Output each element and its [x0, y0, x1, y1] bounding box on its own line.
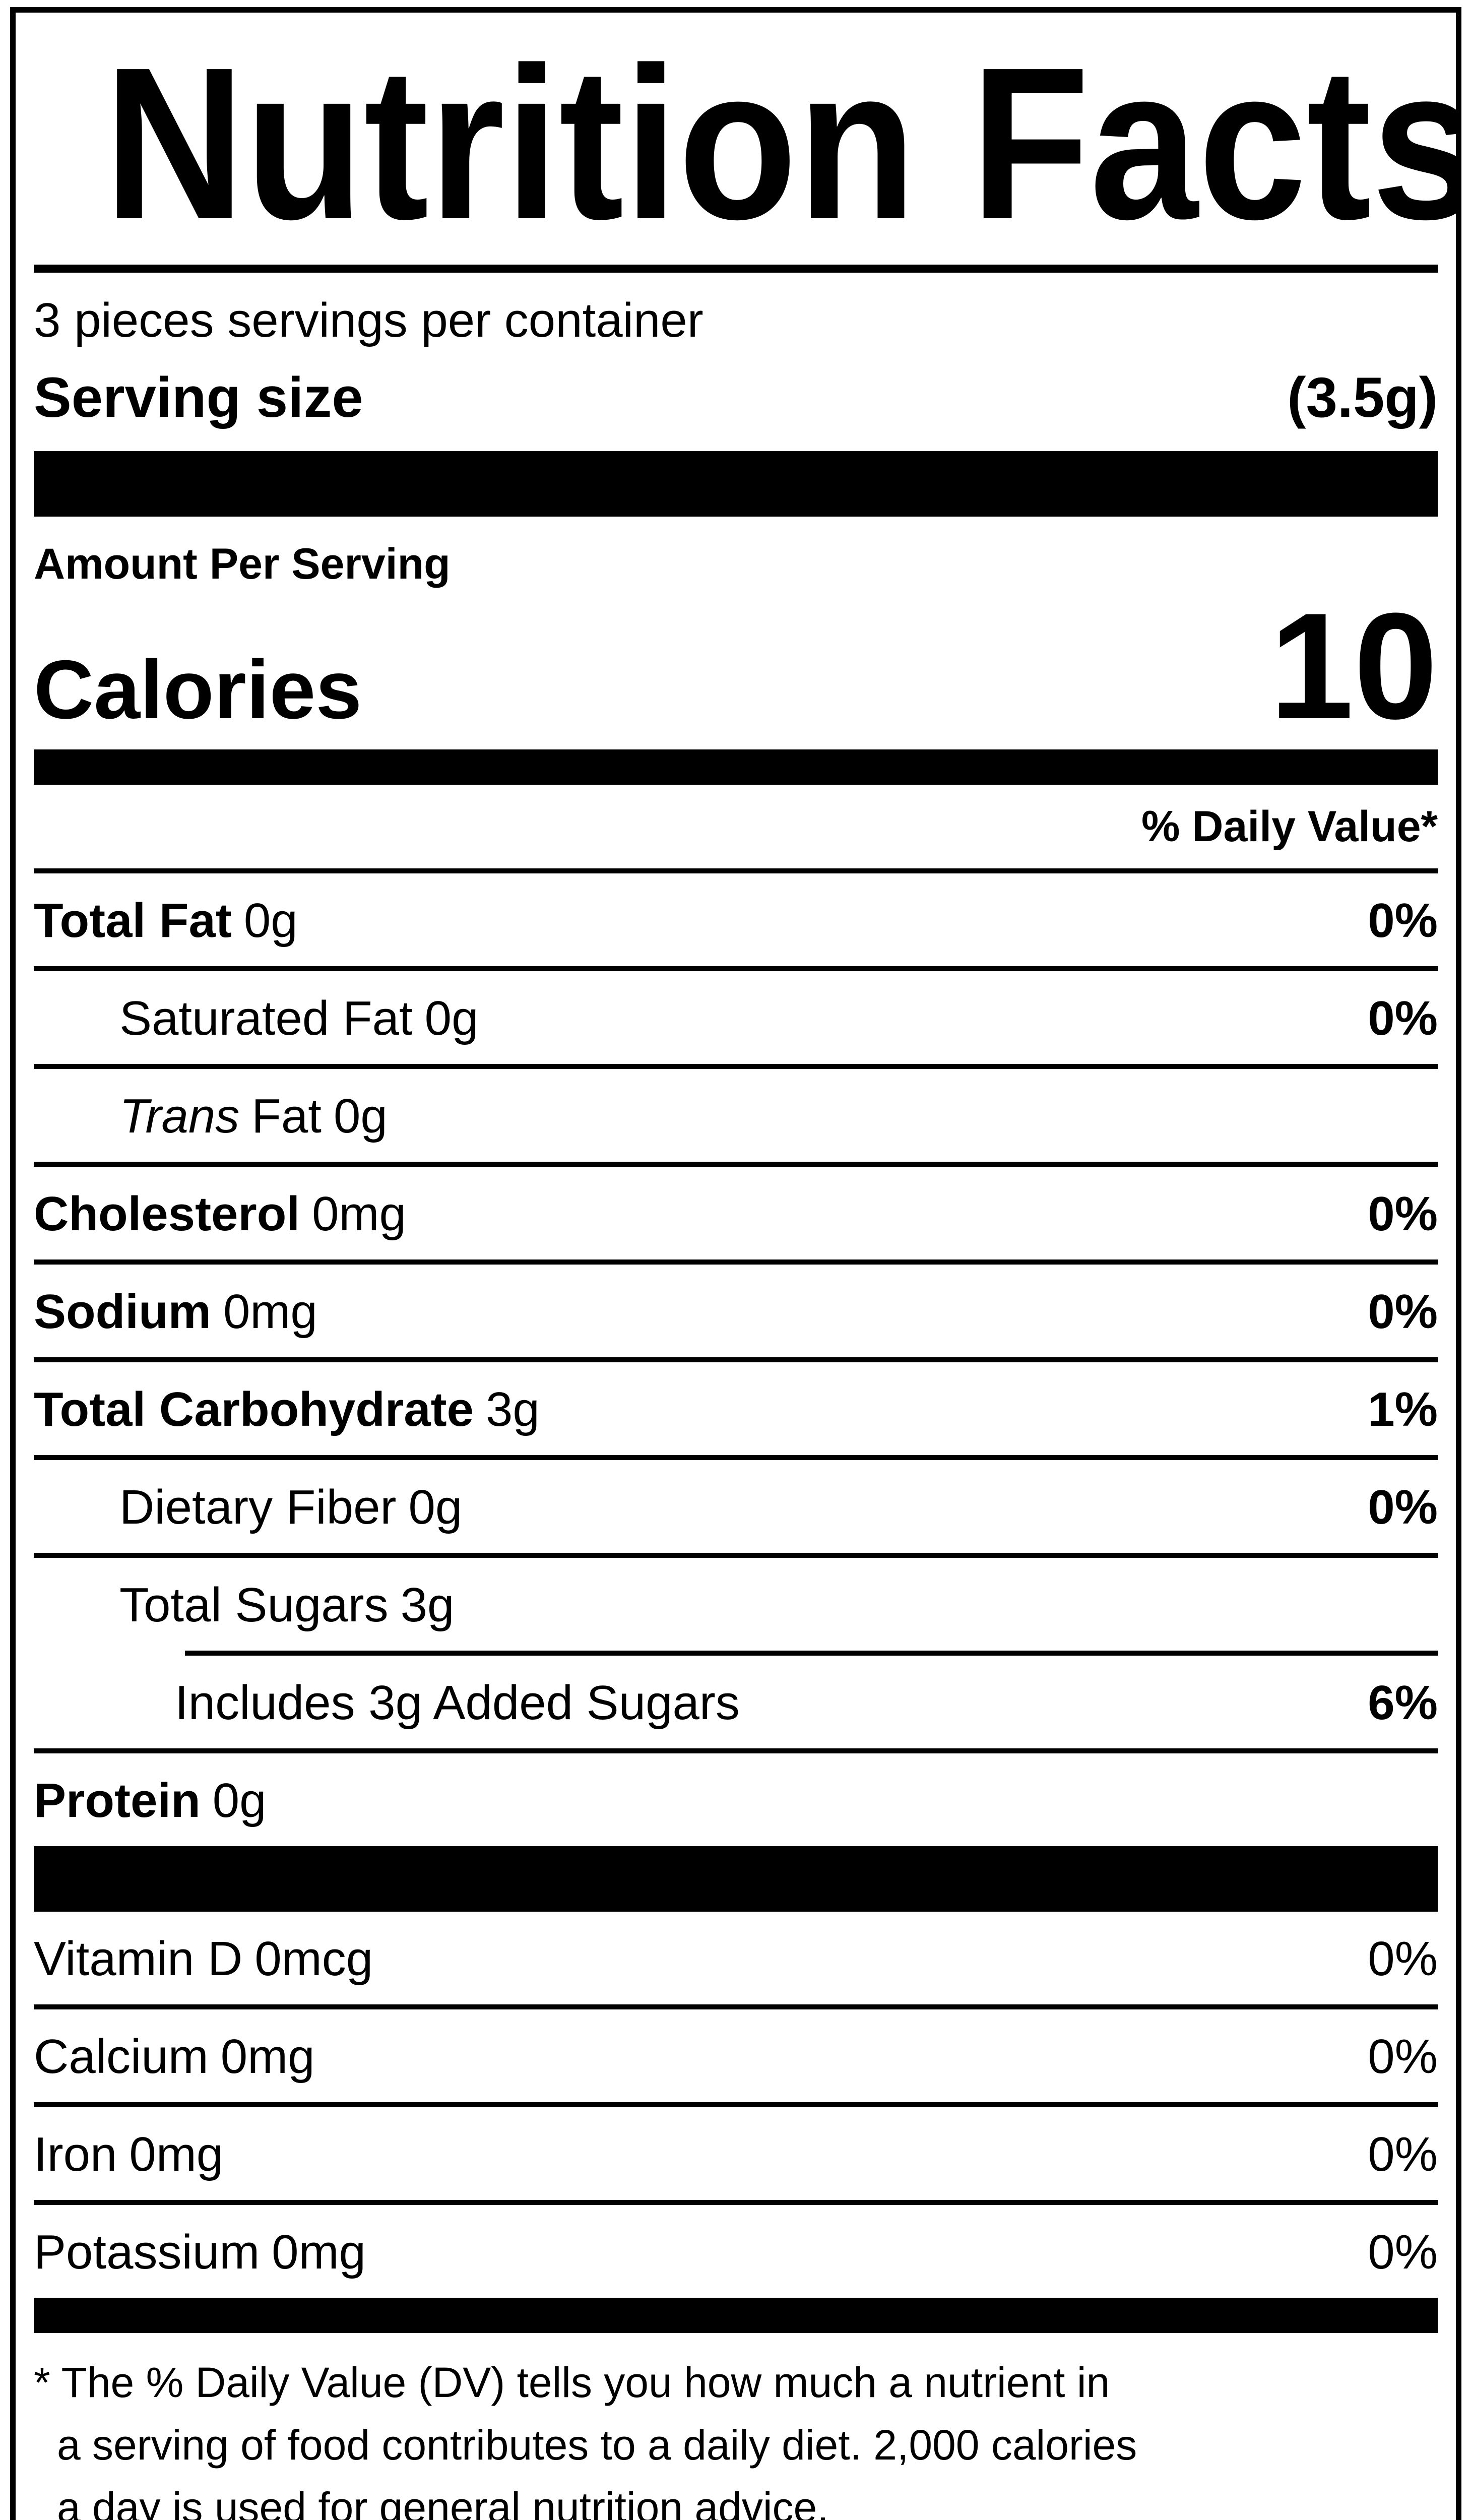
micronutrient-row-calcium: Calcium 0mg 0%	[34, 2009, 1438, 2107]
nutrient-row-dietary-fiber: Dietary Fiber 0g 0%	[34, 1460, 1438, 1558]
nutrient-name: Protein	[34, 1774, 201, 1828]
calories-label: Calories	[34, 643, 362, 736]
nutrient-name: Vitamin D	[34, 1932, 243, 1986]
nutrient-row-cholesterol: Cholesterol 0mg 0%	[34, 1167, 1438, 1265]
nutrient-dv: 0%	[1368, 1187, 1438, 1241]
label-title: Nutrition Facts	[104, 23, 1461, 265]
section-divider-bar-medium	[34, 2298, 1438, 2333]
nutrient-dv: 0%	[1368, 2030, 1438, 2084]
nutrient-dv: 0%	[1368, 894, 1438, 948]
micronutrient-row-potassium: Potassium 0mg 0%	[34, 2205, 1438, 2298]
footnote-line: a serving of food contributes to a daily…	[57, 2421, 1137, 2469]
nutrient-amount: 0mg	[220, 2030, 315, 2084]
nutrient-dv: 1%	[1368, 1382, 1438, 1436]
nutrient-row-total-fat: Total Fat 0g 0%	[34, 873, 1438, 971]
nutrient-name-italic: Trans	[119, 1089, 240, 1143]
nutrient-row-sodium: Sodium 0mg 0%	[34, 1265, 1438, 1362]
footnote-line: a day is used for general nutrition advi…	[57, 2484, 829, 2520]
nutrient-name: Iron	[34, 2127, 117, 2181]
calories-row: Calories 10	[34, 590, 1438, 749]
nutrient-name: Total Carbohydrate	[34, 1382, 474, 1436]
nutrient-row-total-carbohydrate: Total Carbohydrate 3g 1%	[34, 1362, 1438, 1460]
nutrient-row-saturated-fat: Saturated Fat 0g 0%	[34, 971, 1438, 1069]
nutrient-name: Sodium	[34, 1285, 211, 1339]
serving-size-label: Serving size	[34, 366, 363, 429]
daily-value-header: % Daily Value*	[34, 785, 1438, 873]
nutrient-name: Fat	[251, 1089, 322, 1143]
nutrient-amount: 0g	[243, 894, 298, 948]
nutrient-dv: 0%	[1368, 1285, 1438, 1339]
nutrient-name: Calcium	[34, 2030, 209, 2084]
nutrient-amount: 0mg	[272, 2225, 366, 2279]
nutrient-name: Includes 3g Added Sugars	[175, 1676, 740, 1730]
nutrient-amount: 0mcg	[254, 1932, 373, 1986]
indented-divider	[185, 1651, 1438, 1656]
section-divider-bar-thick	[34, 451, 1438, 517]
nutrient-amount: 0mg	[312, 1187, 406, 1241]
serving-size-value: (3.5g)	[1287, 366, 1438, 429]
nutrient-name: Potassium	[34, 2225, 260, 2279]
section-divider-bar-thick	[34, 1846, 1438, 1912]
nutrient-dv: 0%	[1368, 2225, 1438, 2279]
nutrient-dv: 0%	[1368, 2127, 1438, 2181]
nutrient-row-total-sugars: Total Sugars 3g	[34, 1558, 1438, 1651]
nutrient-amount: 0g	[424, 991, 479, 1045]
nutrient-amount: 0mg	[223, 1285, 317, 1339]
calories-value: 10	[1269, 581, 1438, 750]
section-divider-bar-medium	[34, 749, 1438, 785]
nutrient-dv: 6%	[1368, 1676, 1438, 1730]
nutrient-row-protein: Protein 0g	[34, 1753, 1438, 1846]
nutrient-row-trans-fat: Trans Fat 0g	[34, 1069, 1438, 1167]
nutrient-row-added-sugars: Includes 3g Added Sugars 6%	[34, 1656, 1438, 1753]
nutrient-amount: 0g	[333, 1089, 388, 1143]
nutrient-name: Total Fat	[34, 894, 232, 948]
micronutrient-row-iron: Iron 0mg 0%	[34, 2107, 1438, 2205]
amount-per-serving: Amount Per Serving	[34, 540, 451, 588]
nutrient-amount: 0mg	[129, 2127, 224, 2181]
nutrient-amount: 3g	[400, 1578, 455, 1632]
footnote-line: * The % Daily Value (DV) tells you how m…	[34, 2359, 1110, 2406]
micronutrient-row-vitamin-d: Vitamin D 0mcg 0%	[34, 1912, 1438, 2009]
nutrition-facts-label: Nutrition Facts 3 pieces servings per co…	[10, 7, 1461, 2520]
nutrient-name: Total Sugars	[119, 1578, 389, 1632]
servings-per-container: 3 pieces servings per container	[34, 293, 703, 347]
daily-value-footnote: * The % Daily Value (DV) tells you how m…	[34, 2333, 1438, 2520]
nutrient-name: Cholesterol	[34, 1187, 300, 1241]
nutrient-amount: 0g	[212, 1774, 267, 1828]
nutrient-name: Dietary Fiber	[119, 1480, 397, 1534]
nutrient-dv: 0%	[1368, 991, 1438, 1045]
title-divider	[34, 265, 1438, 273]
nutrient-dv: 0%	[1368, 1480, 1438, 1534]
nutrient-amount: 0g	[408, 1480, 463, 1534]
label-content: Nutrition Facts 3 pieces servings per co…	[16, 23, 1461, 2520]
nutrient-amount: 3g	[486, 1382, 540, 1436]
serving-size-row: Serving size (3.5g)	[34, 355, 1438, 451]
nutrient-name: Saturated Fat	[119, 991, 413, 1045]
nutrient-dv: 0%	[1368, 1932, 1438, 1986]
